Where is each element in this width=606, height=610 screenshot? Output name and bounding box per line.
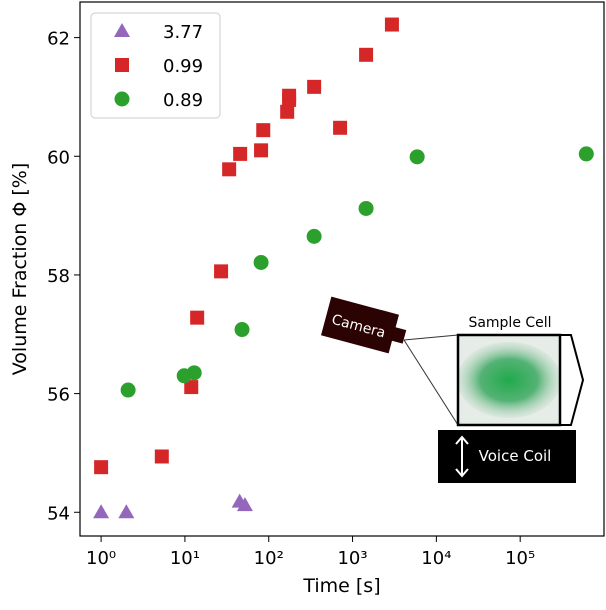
point: [222, 162, 237, 177]
point: [359, 47, 374, 62]
sample-cell: [456, 333, 562, 427]
point: [384, 17, 399, 32]
point: [306, 228, 322, 244]
y-tick-label: 56: [47, 385, 70, 406]
voice-coil-label: Voice Coil: [479, 447, 552, 465]
point: [358, 200, 374, 216]
x-tick-label: 10²: [254, 548, 284, 569]
point: [214, 264, 229, 279]
point: [186, 365, 202, 381]
y-tick-label: 58: [47, 266, 70, 287]
camera-lens: [391, 327, 407, 344]
point: [282, 92, 297, 107]
legend-marker: [114, 91, 130, 107]
x-axis-label: Time [s]: [302, 575, 380, 597]
point: [233, 146, 248, 161]
x-tick-label: 10⁴: [421, 548, 451, 569]
legend-label: 0.99: [163, 56, 203, 77]
point: [190, 310, 205, 325]
point: [280, 104, 295, 119]
legend-marker: [114, 23, 130, 37]
point: [254, 143, 269, 158]
coil-arrow-head: [455, 468, 469, 478]
y-tick-label: 54: [47, 503, 70, 524]
point: [118, 504, 135, 519]
point: [236, 497, 253, 512]
y-tick-label: 60: [47, 147, 70, 168]
camera-body: [321, 296, 399, 354]
coil-arrow-head: [455, 435, 469, 445]
point: [256, 123, 271, 138]
point: [253, 254, 269, 270]
x-tick-label: 10³: [337, 548, 367, 569]
point: [120, 382, 136, 398]
legend-label: 0.89: [163, 90, 203, 111]
point: [307, 79, 322, 94]
x-tick-label: 10⁰: [86, 548, 116, 569]
point: [333, 120, 348, 135]
legend-marker: [115, 58, 129, 72]
camera: Camera: [321, 296, 407, 354]
point: [578, 146, 594, 162]
view-line: [403, 339, 459, 426]
sample-blob: [457, 342, 561, 418]
inset-schematic: Camera Sample Cell Voice Coil: [321, 296, 585, 483]
plot-frame: [79, 1, 605, 537]
x-tick-label: 10¹: [170, 548, 200, 569]
view-line: [403, 334, 459, 341]
y-axis-label: Volume Fraction Φ [%]: [9, 163, 31, 375]
point: [93, 504, 110, 519]
point: [154, 449, 169, 464]
cell-cap: [560, 334, 585, 426]
point: [94, 460, 109, 475]
point: [234, 322, 250, 338]
point: [409, 149, 425, 165]
y-tick-label: 62: [47, 29, 70, 50]
x-tick-label: 10⁵: [505, 548, 535, 569]
point: [184, 380, 199, 395]
sample-cell-label: Sample Cell: [468, 315, 551, 331]
legend-label: 3.77: [163, 22, 203, 43]
